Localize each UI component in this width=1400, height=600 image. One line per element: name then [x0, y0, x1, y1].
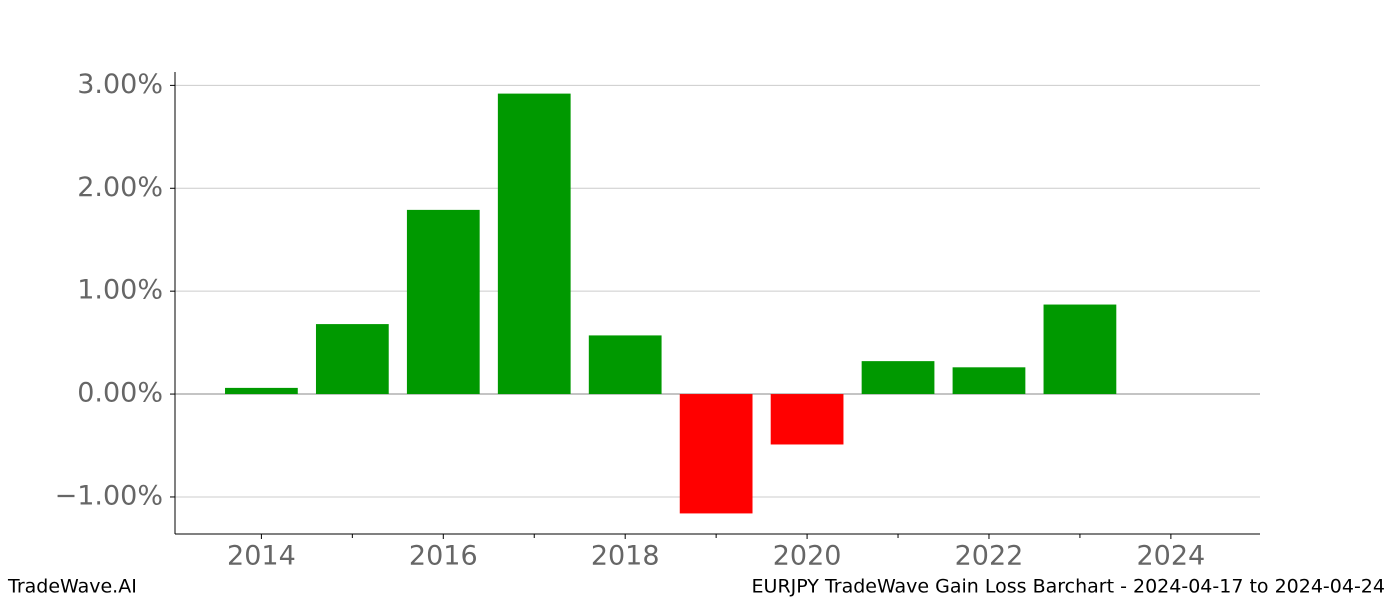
y-tick-label: −1.00%: [55, 480, 163, 511]
bar: [679, 394, 753, 514]
x-tick-label: 2020: [773, 541, 842, 572]
bar: [406, 209, 480, 395]
y-tick-label: 2.00%: [77, 172, 163, 203]
bar: [952, 367, 1026, 395]
x-tick-label: 2022: [955, 541, 1024, 572]
watermark: TradeWave.AI: [7, 576, 137, 598]
chart-title: EURJPY TradeWave Gain Loss Barchart - 20…: [752, 576, 1385, 598]
x-tick-label: 2016: [409, 541, 478, 572]
x-tick-label: 2014: [227, 541, 296, 572]
bar: [497, 93, 571, 395]
bar: [861, 361, 935, 395]
y-tick-label: 3.00%: [77, 69, 163, 100]
bar: [588, 335, 662, 395]
x-tick-label: 2024: [1137, 541, 1206, 572]
x-tick-label: 2018: [591, 541, 660, 572]
bar: [770, 394, 844, 445]
y-tick-label: 0.00%: [77, 378, 163, 409]
y-tick-label: 1.00%: [77, 275, 163, 306]
bar: [315, 324, 389, 395]
bar: [1043, 304, 1117, 395]
bar: [225, 387, 298, 395]
